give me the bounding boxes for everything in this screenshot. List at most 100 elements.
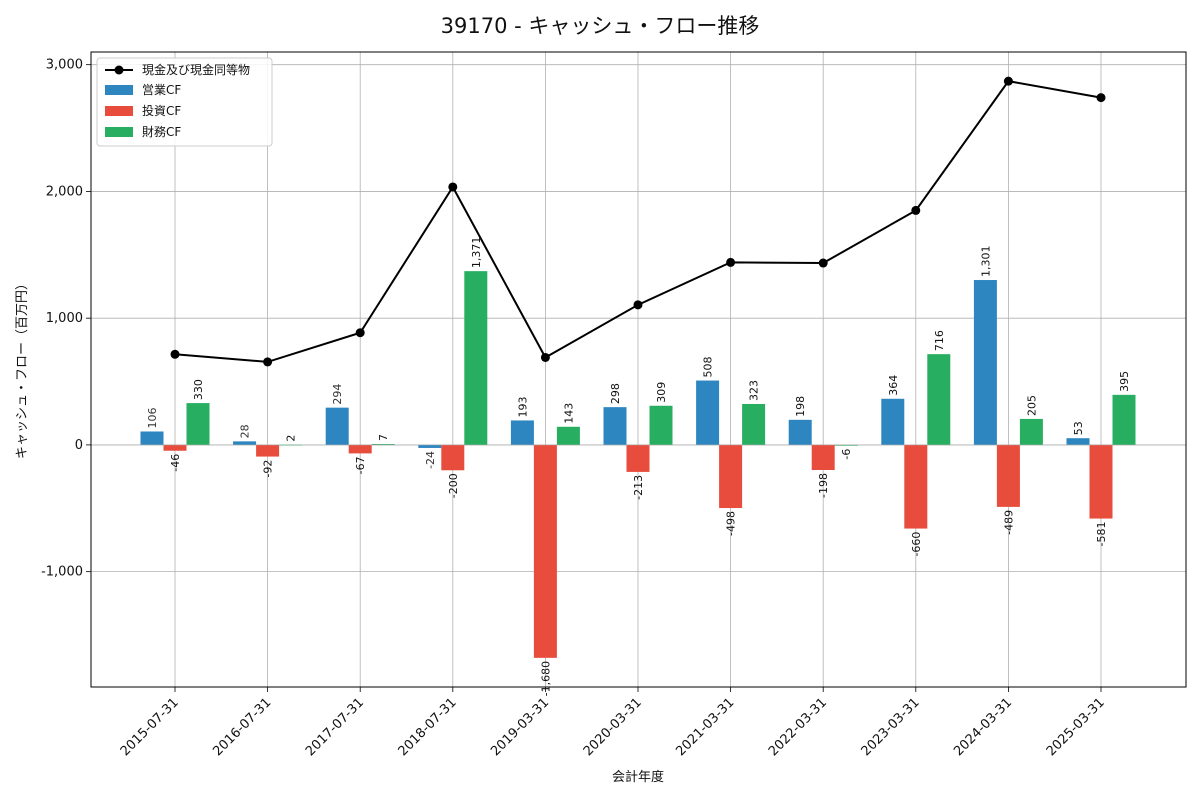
x-tick-label: 2023-03-31: [859, 695, 923, 759]
bar-financing: [1019, 418, 1043, 445]
bar-value-label: -581: [1095, 522, 1108, 547]
bar-value-label: 330: [192, 379, 205, 400]
legend-swatch: [105, 85, 133, 95]
bar-financing: [464, 271, 488, 445]
bar-operating: [510, 420, 534, 445]
bar-financing: [649, 405, 673, 445]
bar-value-label: 395: [1118, 371, 1131, 392]
bar-value-label: 298: [609, 383, 622, 404]
bar-value-label: 716: [933, 330, 946, 351]
bar-financing: [742, 403, 766, 445]
x-tick-label: 2017-07-31: [303, 695, 367, 759]
legend-label: 営業CF: [142, 83, 181, 97]
legend-swatch: [105, 127, 133, 137]
plot-frame: [90, 51, 1187, 688]
bar-value-label: -67: [354, 456, 367, 474]
plot-area: -1,000 0 1,000 2,000 3,000 2015-07-31 2016-07-…: [41, 51, 1187, 759]
x-tick-label: 2020-03-31: [581, 695, 645, 759]
bar-value-label: -213: [632, 475, 645, 500]
cash-balance-point: [263, 357, 273, 367]
legend-label-cash: 現金及び現金同等物: [142, 62, 250, 77]
bar-operating: [973, 280, 997, 445]
bar-value-label: -1,680: [539, 661, 552, 696]
bar-investing: [1089, 444, 1113, 519]
x-tick-label: 2024-03-31: [951, 695, 1015, 759]
bar-value-label: 294: [331, 384, 344, 405]
bar-financing: [1112, 394, 1136, 445]
bar-value-label: -46: [169, 454, 182, 472]
y-tick-label: 2,000: [46, 184, 83, 199]
bar-investing: [719, 444, 743, 509]
y-tick-label: 3,000: [46, 58, 83, 73]
bar-investing: [163, 444, 187, 451]
y-tick-label: 0: [75, 438, 83, 453]
bar-financing: [927, 354, 951, 445]
cash-balance-point: [355, 328, 365, 338]
bar-value-label: 323: [748, 380, 761, 401]
x-tick-label: 2018-07-31: [396, 695, 460, 759]
cash-balance-point: [540, 352, 550, 362]
bar-value-label: -498: [725, 511, 738, 536]
bar-operating: [418, 444, 442, 448]
bar-investing: [811, 444, 835, 471]
legend-line-marker: [114, 65, 124, 75]
bar-value-label: 106: [146, 407, 159, 428]
bar-value-label: -92: [262, 460, 275, 478]
bar-investing: [626, 444, 650, 472]
bar-value-label: 309: [655, 382, 668, 403]
cash-balance-point: [911, 205, 921, 215]
bar-value-label: 1,301: [979, 246, 992, 278]
x-axis-title: 会計年度: [612, 769, 664, 785]
cash-balance-point: [448, 182, 458, 192]
cash-balance-point: [170, 349, 180, 359]
bar-operating: [140, 431, 164, 445]
x-tick-label: 2019-03-31: [488, 695, 552, 759]
y-tick-label: 1,000: [46, 311, 83, 326]
bar-financing: [371, 444, 395, 445]
bar-value-label: 205: [1025, 395, 1038, 416]
bar-value-label: 143: [562, 403, 575, 424]
bar-value-label: -660: [910, 532, 923, 557]
bar-value-label: -6: [840, 449, 853, 460]
bar-financing: [186, 403, 210, 445]
bar-value-label: -200: [447, 473, 460, 498]
bar-value-label: 193: [516, 396, 529, 417]
x-tick-label: 2022-03-31: [766, 695, 830, 759]
bar-operating: [233, 441, 257, 445]
bar-value-label: 53: [1072, 421, 1085, 435]
bar-investing: [348, 444, 372, 454]
x-tick-label: 2016-07-31: [210, 695, 274, 759]
bar-financing: [556, 426, 580, 445]
bar-value-label: 198: [794, 396, 807, 417]
bar-investing: [904, 444, 928, 529]
legend-label: 財務CF: [142, 124, 181, 139]
bar-value-label: -24: [424, 451, 437, 469]
bar-value-label: 508: [702, 357, 715, 378]
bar-value-label: 1,371: [470, 237, 483, 269]
legend-label: 投資CF: [142, 103, 181, 118]
bar-value-label: 28: [239, 424, 252, 438]
bar-value-label: 364: [887, 375, 900, 396]
bar-investing: [996, 444, 1020, 507]
cash-balance-point: [1003, 76, 1013, 86]
bar-operating: [696, 380, 720, 445]
cash-balance-point: [818, 258, 828, 268]
legend-box: [96, 57, 273, 147]
y-tick-label: -1,000: [41, 565, 83, 580]
bar-value-label: -198: [817, 473, 830, 498]
bar-value-label: 7: [377, 434, 390, 441]
legend-swatch: [105, 106, 133, 116]
bar-operating: [881, 398, 905, 445]
bar-value-label: -489: [1002, 510, 1015, 535]
plot-background: [91, 52, 1186, 687]
y-axis-title: キャッシュ・フロー（百万円）: [15, 277, 30, 459]
cash-balance-point: [726, 257, 736, 267]
cash-balance-point: [1096, 93, 1106, 103]
bar-operating: [325, 407, 349, 445]
bar-investing: [533, 444, 557, 658]
bar-investing: [441, 444, 465, 471]
cash-balance-point: [633, 300, 643, 310]
x-tick-label: 2025-03-31: [1044, 695, 1108, 759]
